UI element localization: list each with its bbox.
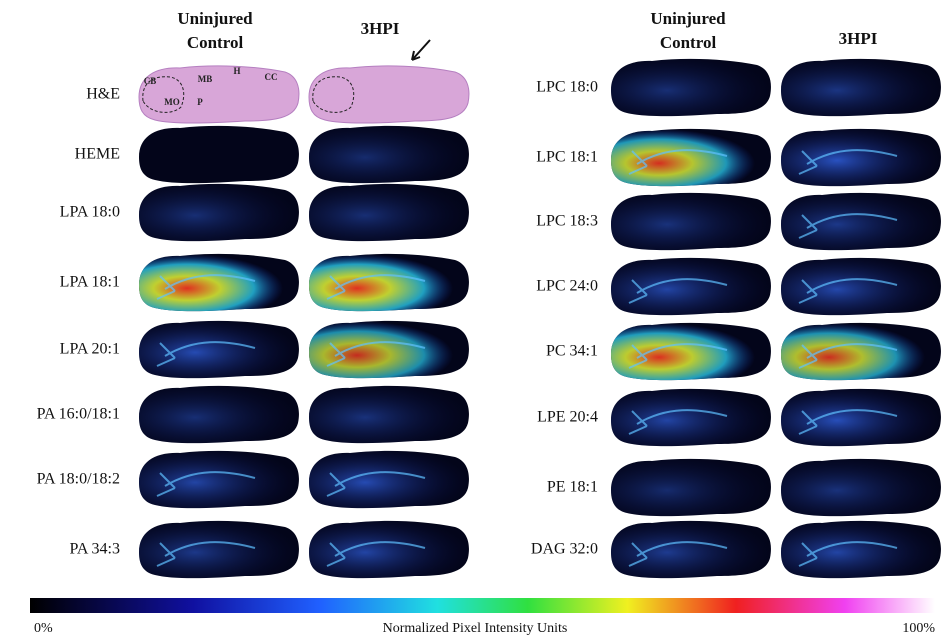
he-region-label: MO: [164, 97, 180, 107]
tissue-image: [781, 521, 941, 578]
row-label: LPC 18:1: [536, 149, 598, 166]
tissue-image: [611, 459, 771, 516]
tissue-image: [611, 59, 771, 116]
tissue-image: [781, 459, 941, 516]
colorbar: [30, 598, 935, 613]
row-label: H&E: [86, 86, 120, 103]
ms-signal: [309, 254, 469, 311]
row-label: LPA 18:0: [60, 204, 120, 221]
tissue-image: [309, 126, 469, 183]
tissue-image: [781, 258, 941, 315]
tissue-image: [139, 386, 299, 443]
row-label: LPA 18:1: [60, 274, 120, 291]
row-label: LPE 20:4: [537, 409, 598, 426]
tissue-image: [611, 521, 771, 578]
tissue-image: [139, 521, 299, 578]
ms-signal: [781, 459, 941, 516]
row-label: LPC 18:3: [536, 213, 598, 230]
ms-signal: [611, 389, 771, 446]
he-section: [309, 66, 469, 123]
he-region-label: H: [233, 66, 240, 76]
ms-signal: [139, 521, 299, 578]
tissue-image: [309, 521, 469, 578]
injury-arrow: [412, 40, 430, 60]
tissue-image: [139, 254, 299, 311]
ms-signal: [781, 258, 941, 315]
tissue-image: [309, 386, 469, 443]
ms-signal: [139, 184, 299, 241]
tissue-image: [611, 193, 771, 250]
colorbar-min: 0%: [34, 621, 53, 636]
figure: 0% Normalized Pixel Intensity Units 100%…: [0, 0, 948, 639]
ms-signal: [611, 59, 771, 116]
ms-signal: [611, 521, 771, 578]
ms-signal: [139, 321, 299, 378]
row-label: PA 18:0/18:2: [37, 471, 120, 488]
tissue-image: [139, 451, 299, 508]
tissue-image: [309, 184, 469, 241]
ms-signal: [781, 129, 941, 186]
ms-signal: [139, 451, 299, 508]
ms-image: [139, 126, 299, 183]
ms-signal: [309, 386, 469, 443]
row-label: PA 16:0/18:1: [37, 406, 120, 423]
column-header: Control: [187, 33, 244, 52]
tissue-image: [781, 323, 941, 380]
tissue-image: [611, 258, 771, 315]
ms-signal: [309, 321, 469, 378]
tissue-image: [139, 184, 299, 241]
tissue-image: [309, 321, 469, 378]
column-header: Uninjured: [650, 9, 726, 28]
colorbar-title: Normalized Pixel Intensity Units: [383, 621, 568, 636]
ms-signal: [781, 59, 941, 116]
ms-signal: [781, 521, 941, 578]
tissue-image: [309, 254, 469, 311]
ms-signal: [781, 323, 941, 380]
ms-signal: [139, 254, 299, 311]
ms-signal: [309, 126, 469, 183]
tissue-image: [611, 129, 771, 186]
row-label: PC 34:1: [546, 343, 598, 360]
ms-signal: [611, 323, 771, 380]
ms-signal: [309, 184, 469, 241]
row-label: PA 34:3: [69, 541, 120, 558]
row-label: LPA 20:1: [60, 341, 120, 358]
row-label: PE 18:1: [547, 479, 598, 496]
ms-signal: [781, 389, 941, 446]
tissue-image: [139, 321, 299, 378]
tissue-image: [781, 59, 941, 116]
tissue-image: [611, 389, 771, 446]
he-region-label: MB: [198, 74, 213, 84]
row-label: LPC 18:0: [536, 79, 598, 96]
tissue-image: [139, 126, 299, 183]
ms-signal: [611, 459, 771, 516]
column-header: Uninjured: [177, 9, 253, 28]
row-label: HEME: [75, 146, 120, 163]
ms-signal: [611, 129, 771, 186]
column-header: 3HPI: [839, 29, 878, 48]
tissue-image: [611, 323, 771, 380]
row-label: DAG 32:0: [531, 541, 598, 558]
ms-signal: [611, 193, 771, 250]
tissue-image: [309, 451, 469, 508]
tissue-image: [309, 66, 469, 123]
tissue-image: [781, 389, 941, 446]
he-region-label: CB: [144, 76, 157, 86]
column-header: Control: [660, 33, 717, 52]
he-region-label: P: [197, 97, 203, 107]
tissue-image: [781, 193, 941, 250]
he-region-label: CC: [265, 72, 278, 82]
ms-signal: [781, 193, 941, 250]
tissue-image: [781, 129, 941, 186]
ms-signal: [309, 451, 469, 508]
ms-signal: [309, 521, 469, 578]
row-label: LPC 24:0: [536, 278, 598, 295]
column-header: 3HPI: [361, 19, 400, 38]
ms-signal: [139, 386, 299, 443]
colorbar-max: 100%: [902, 621, 935, 636]
ms-signal: [611, 258, 771, 315]
